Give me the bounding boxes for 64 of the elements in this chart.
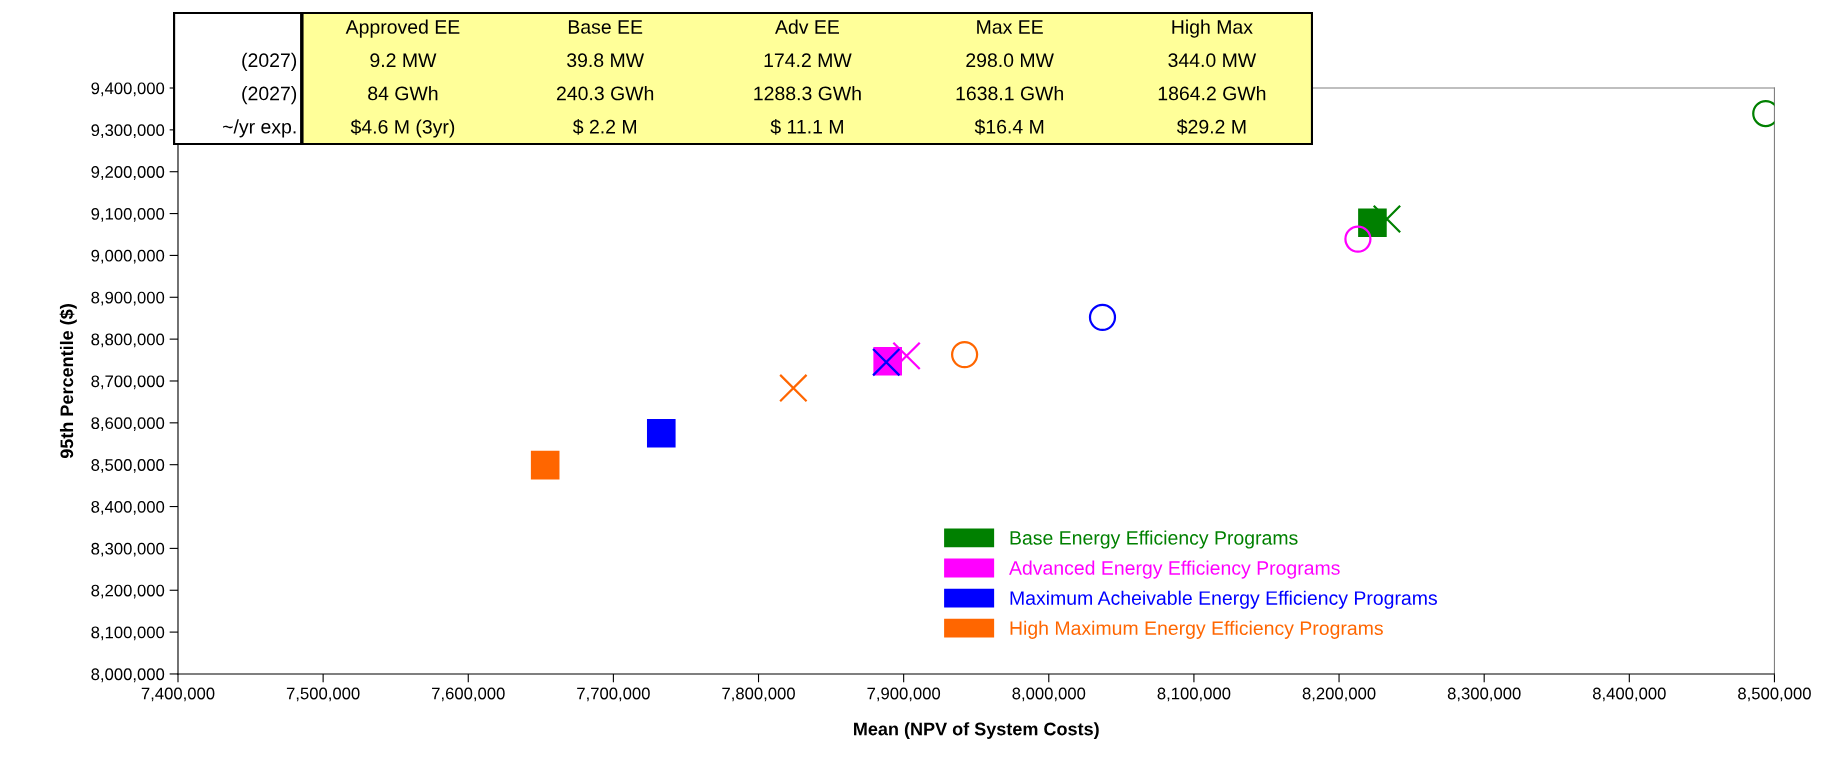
y-tick-label: 9,300,000	[91, 124, 165, 139]
legend-label: Advanced Energy Efficiency Programs	[1009, 560, 1340, 579]
x-axis-title: Mean (NPV of System Costs)	[854, 722, 1099, 739]
x-tick-label: 8,400,000	[1592, 687, 1666, 702]
annotation: $4.6 M (3yr)	[350, 119, 455, 138]
x-tick-label: 7,700,000	[577, 687, 650, 702]
text: 39.8 MW	[567, 53, 645, 68]
y-tick-label: 9,400,000	[91, 82, 165, 97]
legend-label: High Maximum Energy Efficiency Programs	[1010, 620, 1383, 639]
annotation: 84 GWh	[368, 86, 438, 101]
annotation: 1288.3 GWh	[754, 86, 861, 101]
text: Max EE	[977, 20, 1043, 34]
y-tick-label: 8,000,000	[91, 668, 165, 683]
legend-label: Base Energy Efficiency Programs	[1010, 530, 1298, 549]
text: 174.2 MW	[764, 53, 852, 67]
x-tick-label: 7,800,000	[722, 687, 795, 702]
text: High Max	[1172, 19, 1253, 38]
y-tick-label: 8,300,000	[91, 542, 165, 557]
y-tick-label: 8,200,000	[91, 584, 165, 599]
text: Approved EE	[345, 19, 460, 38]
y-tick-label: 9,200,000	[91, 166, 165, 180]
point	[530, 450, 560, 480]
point	[1344, 225, 1372, 253]
point	[779, 373, 808, 403]
point	[951, 341, 979, 369]
point	[646, 418, 676, 448]
annotation: $29.2 M	[1176, 119, 1246, 135]
text: 9.2 MW	[370, 53, 437, 68]
x-tick-label: 7,400,000	[141, 687, 215, 702]
x-tick-label: 8,200,000	[1302, 687, 1376, 702]
y-tick-label: 8,500,000	[91, 459, 165, 473]
annotation: $ 2.2 M	[572, 119, 636, 135]
y-tick-label: 8,400,000	[91, 500, 165, 515]
point	[1372, 204, 1402, 234]
y-tick-label: 8,700,000	[91, 375, 165, 390]
annotation: (2027)	[242, 86, 297, 105]
annotation: 240.3 GWh	[556, 86, 654, 101]
x-tick-label: 7,600,000	[432, 687, 505, 702]
x-tick-label: 7,500,000	[286, 687, 360, 702]
x-tick-label: 8,500,000	[1738, 687, 1811, 702]
point	[1088, 303, 1117, 331]
y-tick-label: 8,800,000	[91, 333, 165, 348]
annotation: $ 11.1 M	[770, 119, 843, 135]
y-tick-label: 8,900,000	[91, 291, 165, 306]
y-tick-label: 8,100,000	[91, 626, 165, 641]
legend-label: Maximum Acheivable Energy Efficiency Programs	[1010, 590, 1437, 609]
text: 344.0 MW	[1168, 53, 1257, 68]
y-tick-label: 9,100,000	[91, 207, 165, 222]
text: (2027)	[242, 52, 297, 71]
y-tick-label: 8,600,000	[91, 417, 165, 432]
y-tick-label: 9,000,000	[91, 249, 165, 264]
x-tick-label: 8,100,000	[1157, 687, 1231, 702]
x-tick-label: 7,900,000	[867, 687, 941, 702]
text: Base EE	[568, 20, 643, 34]
x-tick-label: 8,000,000	[1012, 687, 1086, 702]
x-tick-label: 8,300,000	[1447, 687, 1521, 702]
annotation: 1638.1 GWh	[956, 86, 1063, 101]
annotation: 1864.2 GWh	[1158, 86, 1266, 101]
annotation: $16.4 M	[974, 119, 1044, 135]
text: 298.0 MW	[966, 53, 1054, 68]
point	[892, 341, 921, 371]
text: Adv EE	[775, 19, 839, 34]
y-axis-title: 95th Percentile ($)	[59, 304, 77, 459]
annotation: ~/yr exp.	[223, 119, 296, 138]
